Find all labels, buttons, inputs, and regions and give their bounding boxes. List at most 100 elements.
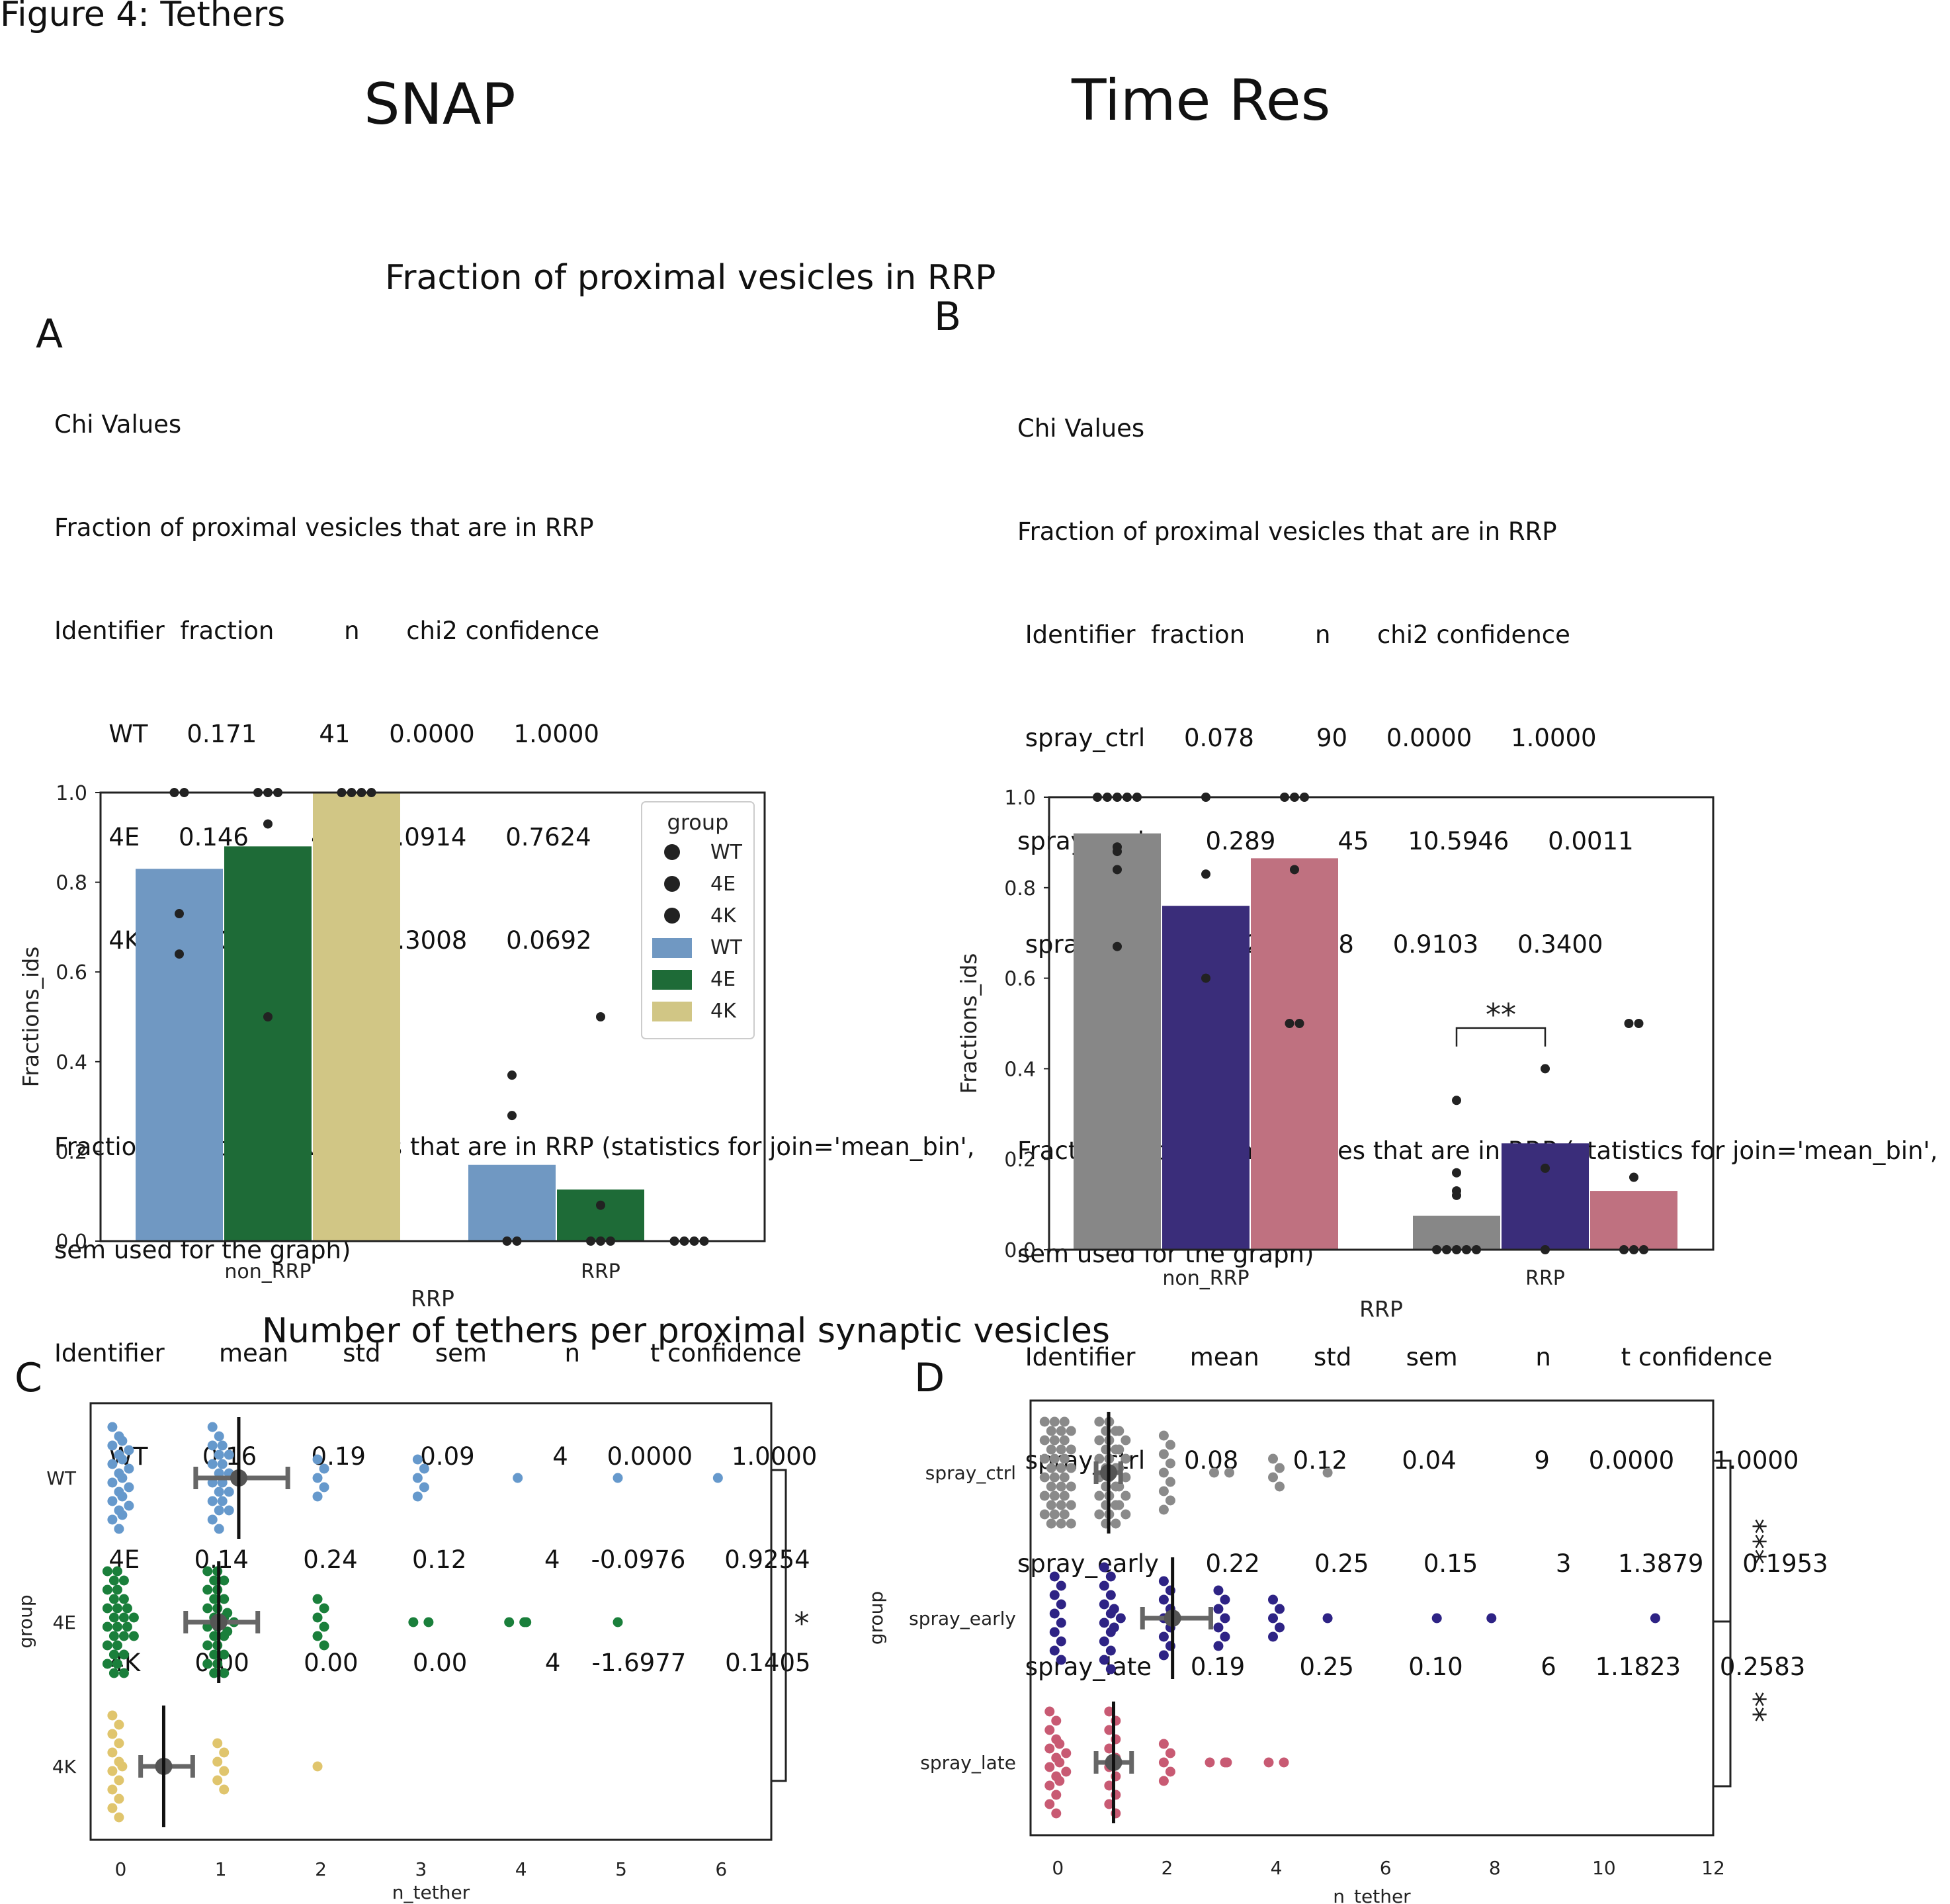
bar-4K-non_RRP bbox=[313, 793, 400, 1241]
swarm-point-spray_ctrl bbox=[1114, 1481, 1124, 1492]
swarm-point-spray_late bbox=[1104, 1725, 1115, 1735]
swarm-point-spray_ctrl bbox=[1039, 1416, 1050, 1427]
data-point-WT bbox=[507, 1070, 517, 1080]
y-tick-label: WT bbox=[46, 1467, 77, 1489]
data-point-spray_ctrl bbox=[1113, 847, 1122, 857]
swarm-point-4E bbox=[219, 1575, 230, 1586]
swarm-point-spray_early bbox=[1099, 1562, 1109, 1573]
swarm-point-spray_early bbox=[1056, 1636, 1066, 1647]
data-point-4E bbox=[263, 1012, 273, 1021]
bar-WT-RRP bbox=[468, 1164, 556, 1241]
x-tick-label: 2 bbox=[1161, 1857, 1173, 1879]
swarm-point-4E bbox=[202, 1566, 213, 1577]
legend-label: WT bbox=[710, 841, 743, 864]
swarm-point-spray_late bbox=[1279, 1757, 1289, 1768]
swarm-point-WT bbox=[107, 1477, 118, 1488]
swarm-point-WT bbox=[124, 1482, 134, 1493]
x-tick-label: 4 bbox=[515, 1858, 527, 1880]
swarm-point-WT bbox=[217, 1440, 228, 1451]
swarm-point-spray_late bbox=[1051, 1715, 1062, 1726]
y-tick-label: 1.0 bbox=[1004, 787, 1036, 810]
swarm-point-spray_ctrl bbox=[1094, 1491, 1105, 1501]
x-tick-label: RRP bbox=[581, 1260, 620, 1283]
swarm-point-WT bbox=[107, 1459, 118, 1469]
swarm-point-spray_early bbox=[1049, 1571, 1060, 1582]
data-point-spray_late bbox=[1290, 865, 1299, 875]
swarm-point-4E bbox=[312, 1631, 323, 1641]
swarm-point-spray_early bbox=[1105, 1664, 1116, 1674]
x-tick-label: 6 bbox=[1380, 1857, 1392, 1879]
swarm-point-WT bbox=[107, 1440, 118, 1451]
swarm-point-WT bbox=[207, 1496, 218, 1506]
data-point-spray_late bbox=[1285, 1019, 1294, 1028]
swarm-point-spray_early bbox=[1220, 1594, 1230, 1605]
swarm-point-4E bbox=[319, 1640, 329, 1651]
data-point-spray_early bbox=[1541, 1163, 1550, 1173]
y-axis-label: Fractions_ids bbox=[956, 953, 982, 1094]
bar-spray_early-RRP bbox=[1502, 1143, 1589, 1250]
swarm-point-4E bbox=[122, 1603, 132, 1614]
stats-b-line: Identifier mean std sem n t confidence bbox=[1017, 1343, 1773, 1371]
stats-b-line: Chi Values bbox=[1017, 414, 1145, 443]
swarm-point-spray_late bbox=[1044, 1706, 1055, 1717]
swarm-point-4E bbox=[102, 1566, 112, 1577]
data-point-WT bbox=[507, 1111, 517, 1121]
swarm-point-4E bbox=[312, 1594, 323, 1604]
swarm-point-4E bbox=[128, 1631, 139, 1641]
swarm-point-spray_ctrl bbox=[1275, 1481, 1285, 1492]
swarm-point-spray_late bbox=[1222, 1757, 1232, 1768]
swarm-point-4E bbox=[108, 1575, 119, 1586]
x-axis-label: n_tether bbox=[1333, 1885, 1411, 1904]
data-point-spray_ctrl bbox=[1452, 1168, 1461, 1178]
swarm-point-WT bbox=[117, 1510, 128, 1520]
swarm-point-spray_ctrl bbox=[1066, 1518, 1076, 1529]
swarm-point-spray_early bbox=[1158, 1631, 1169, 1642]
y-tick-label: 0.6 bbox=[56, 961, 87, 984]
swarm-point-spray_ctrl bbox=[1039, 1491, 1050, 1501]
swarm-point-4K bbox=[212, 1775, 223, 1786]
swarm-point-4E bbox=[312, 1612, 323, 1623]
swarm-point-WT bbox=[214, 1524, 224, 1534]
stats-a-line: 4E 0.146 41 0.0914 0.7624 bbox=[108, 823, 591, 851]
swarm-point-spray_early bbox=[1109, 1604, 1119, 1614]
swarm-point-WT bbox=[312, 1473, 323, 1483]
swarm-point-spray_late bbox=[1104, 1706, 1115, 1717]
panel-letter-c: C bbox=[15, 1355, 42, 1401]
stats-a-line: WT 0.171 41 0.0000 1.0000 bbox=[54, 720, 599, 748]
swarm-point-4E bbox=[118, 1649, 129, 1660]
y-axis-label: group bbox=[15, 1594, 36, 1648]
swarm-point-spray_ctrl bbox=[1039, 1472, 1050, 1483]
swarm-point-spray_ctrl bbox=[1056, 1426, 1066, 1436]
swarm-point-spray_ctrl bbox=[1165, 1477, 1175, 1487]
data-point-spray_late bbox=[1294, 1019, 1304, 1028]
bar-spray_ctrl-non_RRP bbox=[1074, 833, 1161, 1250]
swarm-point-4E bbox=[102, 1640, 112, 1651]
swarm-point-spray_ctrl bbox=[1039, 1453, 1050, 1464]
swarm-point-spray_ctrl bbox=[1121, 1491, 1131, 1501]
swarm-point-4K bbox=[107, 1747, 118, 1758]
swarm-point-4K bbox=[117, 1761, 128, 1772]
panel-letter-d: D bbox=[914, 1355, 945, 1401]
swarm-point-spray_ctrl bbox=[1049, 1435, 1060, 1446]
swarm-point-WT bbox=[513, 1473, 523, 1483]
swarm-point-spray_late bbox=[1104, 1780, 1115, 1791]
bar-4E-RRP bbox=[557, 1190, 644, 1241]
y-tick-label: 0.2 bbox=[1004, 1148, 1036, 1172]
bar-spray_ctrl-RRP bbox=[1413, 1215, 1500, 1250]
swarm-point-spray_ctrl bbox=[1059, 1416, 1070, 1427]
y-tick-label: 0.4 bbox=[1004, 1058, 1036, 1081]
stats-b-line: spray_late 0.19 0.25 0.10 6 1.1823 0.258… bbox=[1017, 1653, 1806, 1681]
swarm-point-spray_late bbox=[1158, 1757, 1169, 1768]
swarm-point-spray_ctrl bbox=[1121, 1509, 1131, 1520]
swarm-point-spray_ctrl bbox=[1046, 1426, 1056, 1436]
column-title-right: Time Res bbox=[1072, 67, 1331, 134]
swarm-point-4E bbox=[504, 1617, 515, 1627]
swarm-point-spray_ctrl bbox=[1322, 1467, 1333, 1478]
legend-title: group bbox=[667, 810, 729, 835]
data-point-4E bbox=[596, 1012, 605, 1021]
swarm-point-spray_ctrl bbox=[1066, 1426, 1076, 1436]
swarm-point-spray_ctrl bbox=[1275, 1463, 1285, 1473]
y-tick-label: 1.0 bbox=[56, 782, 87, 805]
data-point-spray_ctrl bbox=[1452, 1190, 1461, 1200]
swarm-point-WT bbox=[412, 1473, 423, 1483]
